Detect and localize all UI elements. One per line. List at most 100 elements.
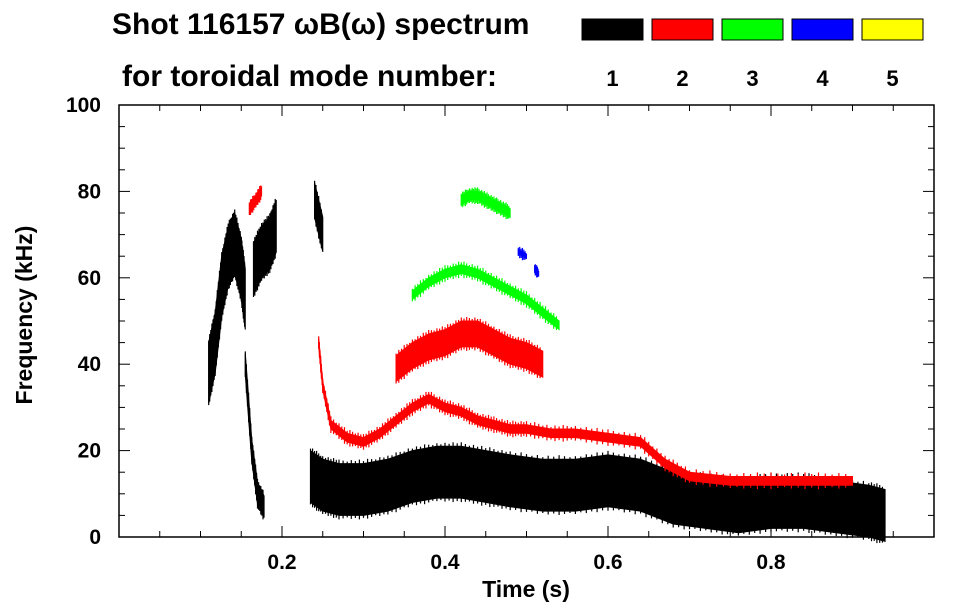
- band-speck: [493, 275, 495, 289]
- band-speck: [550, 312, 552, 326]
- band-speck: [441, 326, 443, 361]
- band-speck: [501, 419, 503, 435]
- band-speck: [612, 452, 614, 511]
- band-speck: [468, 445, 470, 502]
- band-speck: [591, 454, 593, 512]
- band-speck: [585, 454, 587, 514]
- band-speck: [419, 280, 422, 297]
- band-speck: [846, 478, 848, 539]
- band-speck: [792, 474, 794, 531]
- band-speck: [482, 321, 484, 353]
- y-tick-label: 100: [66, 94, 101, 117]
- band-speck: [460, 262, 462, 276]
- band-speck: [463, 318, 465, 350]
- band-speck: [436, 443, 438, 502]
- band-speck: [464, 189, 466, 207]
- band-speck: [460, 405, 462, 418]
- band-speck: [563, 456, 566, 514]
- band-speck: [496, 329, 498, 359]
- band-speck: [521, 247, 523, 261]
- band-speck: [468, 265, 470, 278]
- band-speck: [236, 217, 238, 287]
- band-speck: [804, 472, 806, 490]
- band-speck: [493, 326, 495, 359]
- band-speck: [759, 474, 761, 534]
- band-speck: [645, 457, 647, 518]
- band-speck: [433, 394, 435, 409]
- band-speck: [517, 247, 519, 256]
- band-speck: [256, 472, 258, 501]
- band-speck: [228, 219, 230, 289]
- band-speck: [253, 195, 255, 211]
- y-tick-label: 0: [89, 526, 101, 549]
- band-speck: [678, 470, 680, 528]
- band-speck: [248, 392, 250, 423]
- band-speck: [309, 448, 312, 505]
- band-speck: [493, 196, 495, 213]
- band-speck: [479, 190, 481, 204]
- band-speck: [381, 423, 384, 439]
- band-speck: [425, 391, 427, 409]
- band-speck: [320, 364, 322, 379]
- band-speck: [439, 328, 441, 360]
- band-speck: [486, 192, 488, 209]
- band-speck: [398, 349, 400, 383]
- band-speck: [409, 342, 411, 373]
- band-speck: [466, 263, 468, 278]
- band-speck: [520, 248, 522, 258]
- band-speck: [441, 267, 443, 283]
- band-speck: [214, 309, 216, 376]
- band-speck: [566, 426, 568, 441]
- band-speck: [498, 200, 500, 214]
- band-speck: [553, 456, 555, 514]
- band-speck: [414, 285, 416, 301]
- band-speck: [254, 195, 256, 208]
- band-speck: [249, 408, 251, 436]
- band-speck: [485, 448, 487, 505]
- band-speck: [554, 425, 556, 442]
- band-speck: [379, 427, 381, 440]
- band-speck: [743, 473, 745, 489]
- band-speck: [430, 274, 432, 287]
- band-speck: [357, 432, 359, 449]
- band-speck: [269, 213, 271, 274]
- band-speck: [504, 280, 506, 296]
- band-speck: [414, 398, 416, 414]
- band-speck: [430, 391, 432, 409]
- band-speck: [528, 340, 530, 374]
- legend-mode-2: 2: [676, 66, 688, 91]
- legend-mode-4: 4: [816, 66, 829, 91]
- band-speck: [242, 246, 244, 312]
- band-speck: [383, 457, 385, 515]
- band-speck: [525, 340, 528, 371]
- band-speck: [547, 455, 549, 515]
- band-speck: [218, 270, 221, 340]
- band-speck: [489, 447, 491, 508]
- x-tick-label: 0.4: [430, 551, 460, 574]
- band-speck: [505, 451, 507, 509]
- band-speck: [466, 407, 468, 422]
- band-speck: [534, 298, 536, 314]
- band-speck: [879, 485, 881, 543]
- band-speck: [680, 465, 682, 479]
- band-speck: [496, 197, 498, 215]
- legend: 1 2 3 4 5: [581, 18, 924, 91]
- legend-swatch-5: [861, 18, 924, 41]
- band-speck: [322, 378, 324, 394]
- band-speck: [255, 235, 257, 292]
- band-speck: [667, 467, 669, 525]
- band-speck: [350, 460, 352, 519]
- band-speck: [417, 336, 419, 370]
- band-speck: [817, 472, 820, 490]
- y-axis-label: Frequency (kHz): [11, 226, 37, 405]
- band-speck: [367, 458, 369, 519]
- band-speck: [520, 452, 522, 513]
- band-speck: [506, 283, 509, 296]
- band-speck: [425, 278, 427, 291]
- band-speck: [481, 190, 483, 206]
- band-speck: [542, 305, 544, 320]
- band-speck: [379, 457, 381, 516]
- band-speck: [223, 244, 225, 309]
- band-speck: [424, 444, 426, 505]
- band-speck: [668, 458, 670, 473]
